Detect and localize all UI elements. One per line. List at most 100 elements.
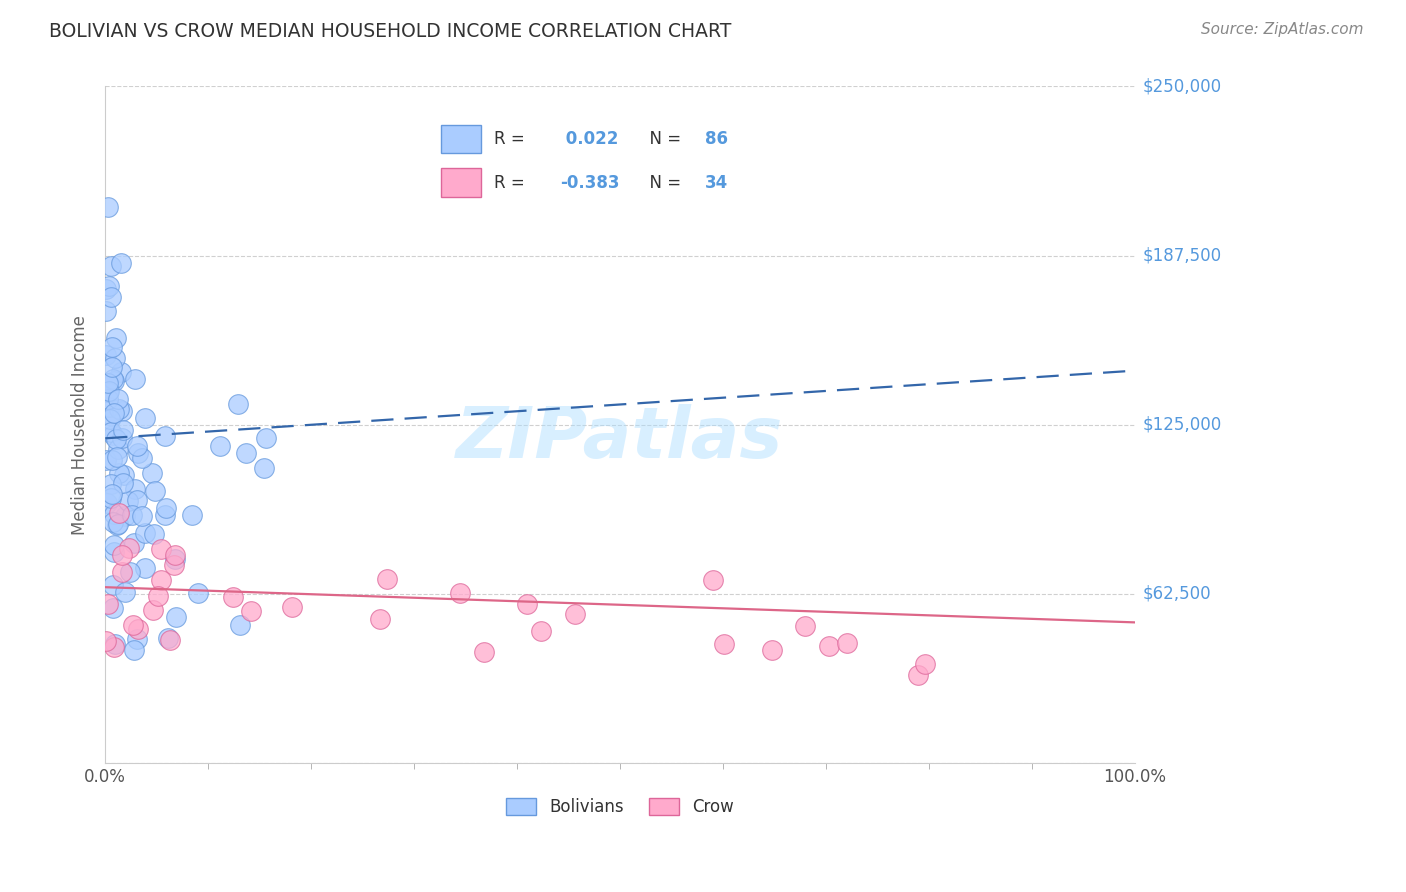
- Point: [143, 527, 166, 541]
- Point: [187, 586, 209, 600]
- Point: [117, 494, 139, 508]
- Point: [105, 450, 128, 464]
- Point: [907, 668, 929, 682]
- Text: Source: ZipAtlas.com: Source: ZipAtlas.com: [1201, 22, 1364, 37]
- Text: $125,000: $125,000: [1143, 416, 1222, 434]
- Point: [101, 453, 124, 467]
- Point: [100, 425, 122, 439]
- Point: [103, 538, 125, 552]
- Point: [103, 406, 125, 420]
- Point: [107, 392, 129, 406]
- Point: [97, 385, 120, 400]
- Point: [96, 634, 118, 648]
- Point: [124, 372, 146, 386]
- Point: [97, 597, 120, 611]
- Point: [253, 461, 276, 475]
- Point: [111, 431, 134, 445]
- Point: [105, 517, 128, 532]
- Point: [222, 590, 245, 604]
- Point: [101, 360, 124, 375]
- Point: [101, 371, 124, 385]
- Point: [163, 552, 186, 566]
- Point: [100, 290, 122, 304]
- Point: [110, 365, 132, 379]
- Point: [107, 516, 129, 531]
- Point: [103, 374, 125, 388]
- Point: [793, 619, 815, 633]
- Point: [100, 477, 122, 491]
- Point: [239, 604, 262, 618]
- Point: [122, 643, 145, 657]
- Point: [108, 402, 131, 417]
- Point: [100, 491, 122, 506]
- Text: $62,500: $62,500: [1143, 585, 1212, 603]
- Point: [141, 466, 163, 480]
- Point: [112, 476, 135, 491]
- Point: [226, 396, 249, 410]
- Point: [159, 632, 181, 647]
- Point: [97, 200, 120, 214]
- Point: [114, 585, 136, 599]
- Point: [142, 603, 165, 617]
- Point: [111, 404, 134, 418]
- Point: [702, 573, 724, 587]
- Point: [101, 409, 124, 423]
- Point: [713, 637, 735, 651]
- Point: [134, 411, 156, 425]
- Point: [101, 601, 124, 615]
- Point: [516, 597, 538, 611]
- Text: ZIPatlas: ZIPatlas: [457, 404, 783, 473]
- Point: [107, 442, 129, 457]
- Point: [131, 450, 153, 465]
- Point: [104, 351, 127, 365]
- Point: [108, 466, 131, 480]
- Point: [98, 279, 121, 293]
- Point: [377, 573, 399, 587]
- Point: [96, 453, 118, 467]
- Point: [124, 536, 146, 550]
- Point: [153, 429, 176, 443]
- Point: [761, 642, 783, 657]
- Point: [564, 607, 586, 621]
- Point: [155, 508, 177, 522]
- Point: [120, 565, 142, 579]
- Point: [104, 637, 127, 651]
- Point: [209, 439, 232, 453]
- Point: [103, 640, 125, 654]
- Point: [104, 432, 127, 446]
- Point: [127, 492, 149, 507]
- Point: [131, 508, 153, 523]
- Point: [111, 548, 134, 562]
- Point: [254, 431, 277, 445]
- Point: [103, 428, 125, 442]
- Point: [150, 573, 173, 587]
- Point: [112, 467, 135, 482]
- Point: [111, 565, 134, 579]
- Text: $187,500: $187,500: [1143, 246, 1222, 265]
- Point: [98, 384, 121, 398]
- Point: [449, 586, 471, 600]
- Point: [96, 282, 118, 296]
- Point: [118, 541, 141, 556]
- Point: [155, 501, 177, 516]
- Legend: Bolivians, Crow: Bolivians, Crow: [499, 791, 741, 822]
- Point: [163, 558, 186, 572]
- Point: [125, 438, 148, 452]
- Point: [134, 560, 156, 574]
- Point: [98, 400, 121, 414]
- Point: [281, 599, 304, 614]
- Point: [150, 542, 173, 557]
- Point: [100, 259, 122, 273]
- Point: [165, 610, 187, 624]
- Point: [122, 618, 145, 632]
- Point: [835, 636, 858, 650]
- Point: [97, 376, 120, 390]
- Point: [156, 631, 179, 645]
- Point: [97, 392, 120, 407]
- Point: [101, 341, 124, 355]
- Y-axis label: Median Household Income: Median Household Income: [72, 315, 89, 534]
- Point: [101, 487, 124, 501]
- Point: [530, 624, 553, 638]
- Point: [103, 545, 125, 559]
- Point: [98, 412, 121, 426]
